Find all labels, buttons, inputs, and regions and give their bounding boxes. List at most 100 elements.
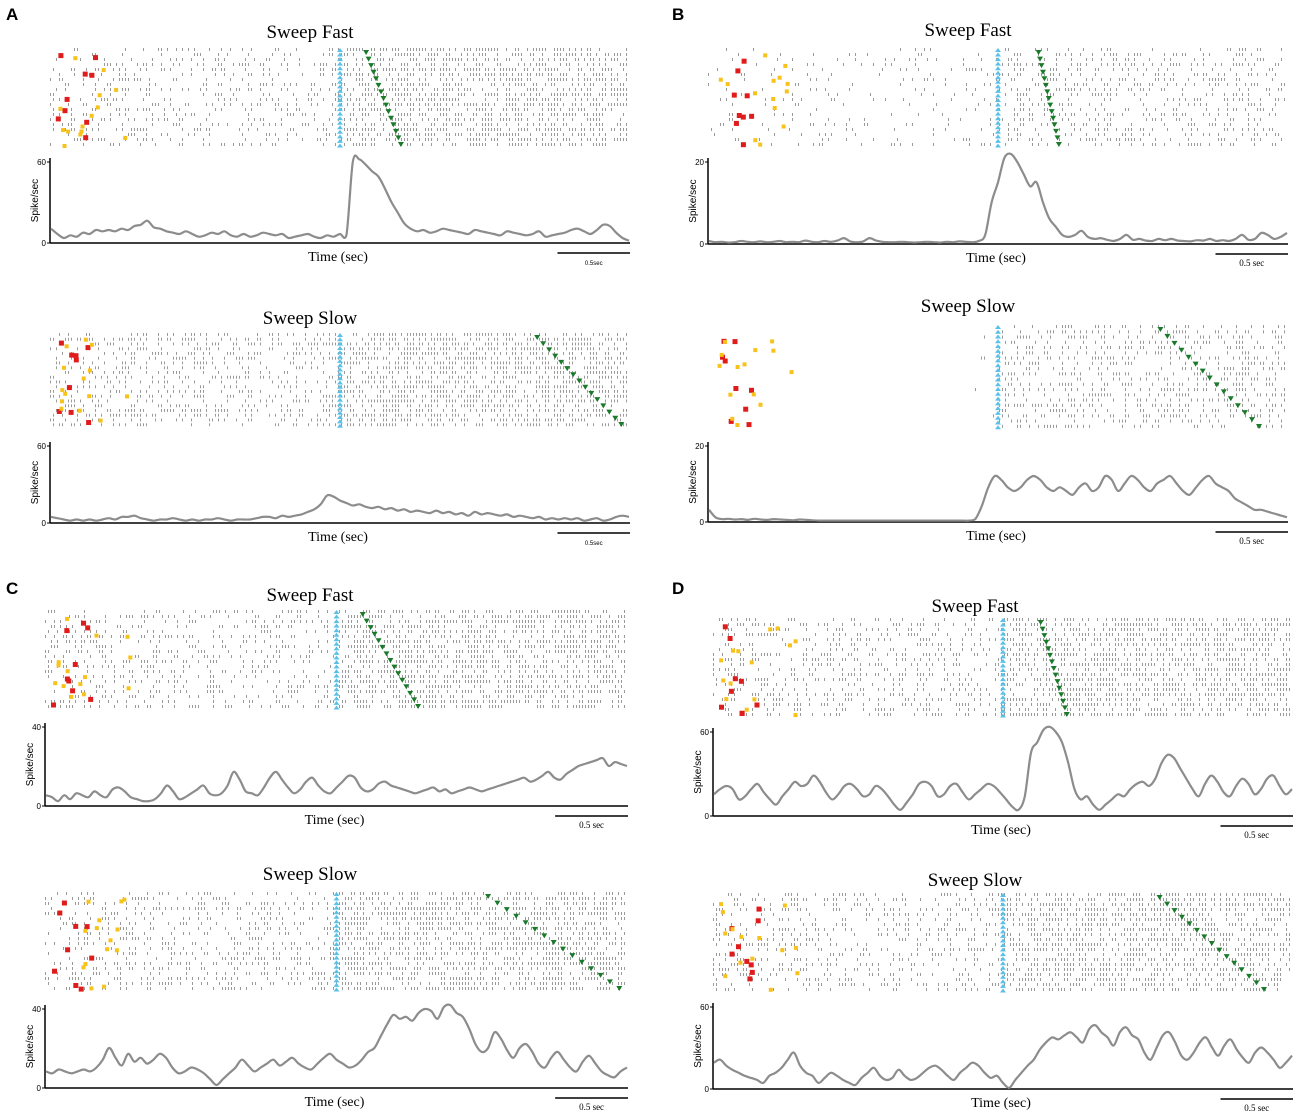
spike-tick <box>1254 356 1255 360</box>
spike-tick <box>1227 113 1228 116</box>
stimulus-offset-marker <box>1206 375 1213 381</box>
spike-tick <box>569 375 570 379</box>
spike-tick <box>347 342 348 346</box>
spike-tick <box>1086 83 1087 86</box>
spike-tick <box>614 93 615 96</box>
spike-tick <box>1251 377 1252 381</box>
spike-tick <box>386 118 387 121</box>
spike-tick <box>254 404 255 408</box>
spike-tick <box>362 347 363 351</box>
spike-tick <box>1149 340 1150 344</box>
spike-tick <box>410 399 411 403</box>
spike-tick <box>512 108 513 111</box>
spike-tick <box>626 342 627 346</box>
spike-tick <box>344 83 345 86</box>
red-event-marker <box>73 357 79 363</box>
spike-tick <box>915 63 916 66</box>
spike-tick <box>575 93 576 96</box>
spike-tick <box>1044 351 1045 355</box>
red-event-marker <box>84 119 90 125</box>
spike-tick <box>1032 138 1033 141</box>
spike-tick <box>398 93 399 96</box>
spike-tick <box>392 83 393 86</box>
spike-tick <box>347 418 348 422</box>
spike-tick <box>825 133 826 136</box>
spike-tick <box>269 347 270 351</box>
spike-tick <box>575 113 576 116</box>
spike-tick <box>1113 63 1114 66</box>
spike-tick <box>251 143 252 146</box>
spike-tick <box>536 423 537 427</box>
red-event-marker <box>55 116 61 122</box>
y-axis-label: Spike/sec <box>688 179 699 222</box>
spike-tick <box>134 78 135 81</box>
spike-tick <box>203 371 204 374</box>
spike-tick <box>128 371 129 374</box>
spike-tick <box>95 68 96 71</box>
spike-tick <box>1092 398 1093 402</box>
spike-tick <box>605 108 606 111</box>
spike-tick <box>575 98 576 101</box>
red-event-marker <box>58 340 64 346</box>
stimulus-onset-marker <box>337 129 343 134</box>
spike-tick <box>620 133 621 136</box>
spike-tick <box>356 356 357 360</box>
spike-tick <box>1257 48 1258 51</box>
spike-tick <box>620 413 621 417</box>
spike-tick <box>566 58 567 61</box>
spike-tick <box>1143 128 1144 131</box>
spike-tick <box>407 48 408 51</box>
spike-tick <box>777 58 778 61</box>
spike-tick <box>515 356 516 360</box>
spike-tick <box>485 123 486 126</box>
spike-tick <box>1173 113 1174 116</box>
spike-tick <box>1053 403 1054 407</box>
spike-tick <box>569 380 570 384</box>
spike-tick <box>1164 414 1165 418</box>
spike-tick <box>1155 138 1156 141</box>
spike-tick <box>1185 367 1186 371</box>
spike-tick <box>1008 48 1009 51</box>
spike-tick <box>545 366 546 370</box>
spike-tick <box>605 352 606 355</box>
spike-tick <box>425 337 426 341</box>
spike-tick <box>179 390 180 393</box>
spike-tick <box>413 333 414 336</box>
spike-tick <box>404 394 405 398</box>
yellow-event-marker <box>87 368 92 373</box>
spike-tick <box>242 356 243 360</box>
spike-tick <box>359 108 360 111</box>
spike-tick <box>1143 414 1144 418</box>
spike-tick <box>140 423 141 427</box>
spike-tick <box>179 375 180 379</box>
spike-tick <box>464 404 465 408</box>
stimulus-offset-marker <box>1227 396 1234 402</box>
spike-tick <box>335 68 336 71</box>
spike-tick <box>176 78 177 81</box>
spike-tick <box>380 133 381 136</box>
spike-tick <box>191 337 192 341</box>
spike-tick <box>1011 138 1012 141</box>
spike-tick <box>122 337 123 341</box>
spike-tick <box>440 73 441 76</box>
spike-tick <box>1110 88 1111 91</box>
spike-tick <box>254 342 255 346</box>
spike-tick <box>56 385 57 389</box>
spike-tick <box>224 73 225 76</box>
spike-tick <box>620 352 621 355</box>
spike-tick <box>1188 393 1189 397</box>
spike-tick <box>1209 143 1210 146</box>
spike-tick <box>446 113 447 116</box>
spike-tick <box>275 133 276 136</box>
spike-tick <box>1197 98 1198 101</box>
spike-tick <box>599 375 600 379</box>
spike-tick <box>933 133 934 136</box>
spike-tick <box>1224 123 1225 126</box>
spike-tick <box>1194 351 1195 355</box>
spike-tick <box>1188 123 1189 126</box>
spike-tick <box>1248 123 1249 126</box>
spike-tick <box>74 138 75 141</box>
spike-tick <box>617 366 618 370</box>
spike-tick <box>182 342 183 346</box>
spike-tick <box>107 409 108 412</box>
